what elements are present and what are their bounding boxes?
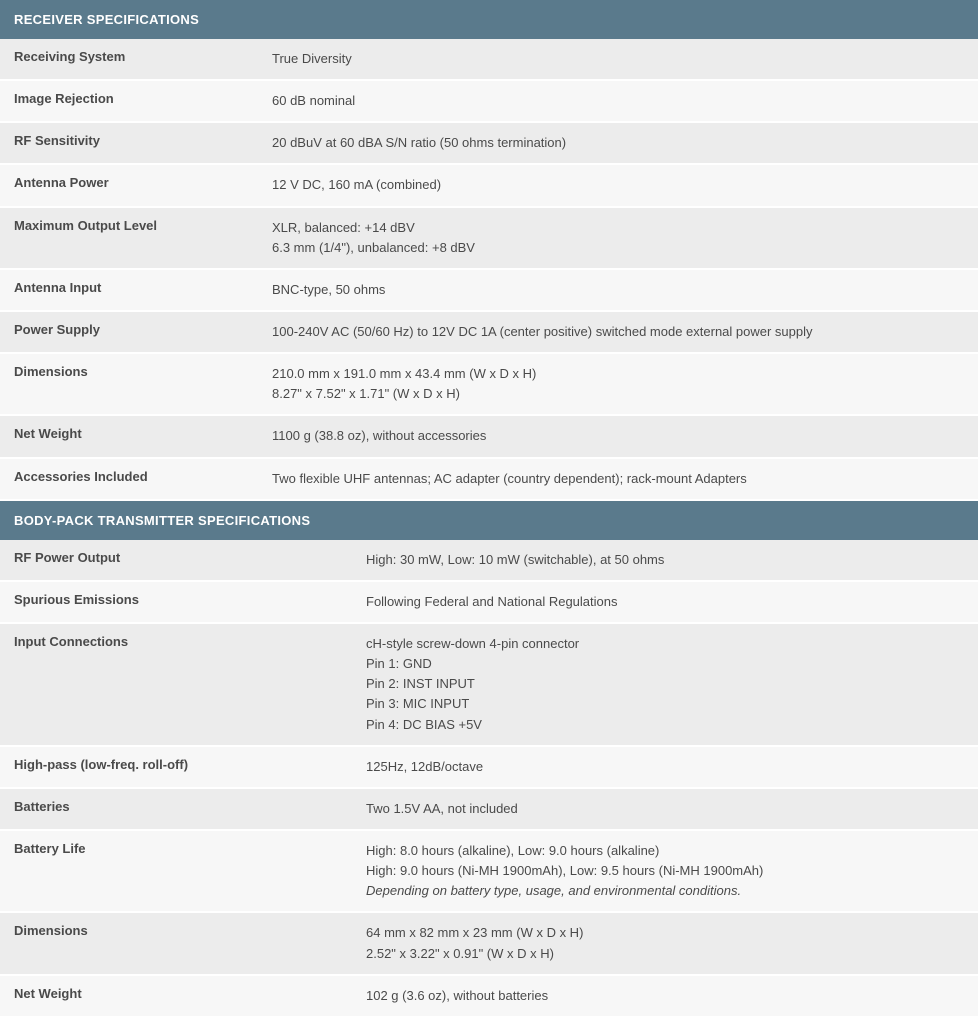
spec-label: Antenna Input [0, 270, 258, 310]
table-row: Image Rejection 60 dB nominal [0, 81, 978, 123]
spec-value-line: High: 9.0 hours (Ni-MH 1900mAh), Low: 9.… [366, 861, 964, 881]
spec-label: Accessories Included [0, 459, 258, 499]
spec-value-line: XLR, balanced: +14 dBV [272, 218, 964, 238]
spec-value: 20 dBuV at 60 dBA S/N ratio (50 ohms ter… [258, 123, 978, 163]
spec-value: 64 mm x 82 mm x 23 mm (W x D x H) 2.52" … [352, 913, 978, 973]
table-row: Battery Life High: 8.0 hours (alkaline),… [0, 831, 978, 913]
table-row: RF Sensitivity 20 dBuV at 60 dBA S/N rat… [0, 123, 978, 165]
spec-value: 12 V DC, 160 mA (combined) [258, 165, 978, 205]
table-row: Dimensions 210.0 mm x 191.0 mm x 43.4 mm… [0, 354, 978, 416]
spec-label: High-pass (low-freq. roll-off) [0, 747, 352, 787]
specifications-table: RECEIVER SPECIFICATIONS Receiving System… [0, 0, 978, 1018]
table-row: Antenna Power 12 V DC, 160 mA (combined) [0, 165, 978, 207]
spec-value-line: Pin 1: GND [366, 654, 964, 674]
spec-value-note: Depending on battery type, usage, and en… [366, 881, 964, 901]
table-row: Net Weight 1100 g (38.8 oz), without acc… [0, 416, 978, 458]
spec-value: 1100 g (38.8 oz), without accessories [258, 416, 978, 456]
spec-value: XLR, balanced: +14 dBV 6.3 mm (1/4"), un… [258, 208, 978, 268]
table-row: Accessories Included Two flexible UHF an… [0, 459, 978, 501]
spec-value: High: 30 mW, Low: 10 mW (switchable), at… [352, 540, 978, 580]
table-row: RF Power Output High: 30 mW, Low: 10 mW … [0, 540, 978, 582]
table-row: Dimensions 64 mm x 82 mm x 23 mm (W x D … [0, 913, 978, 975]
spec-label: RF Sensitivity [0, 123, 258, 163]
spec-value-line: Pin 3: MIC INPUT [366, 694, 964, 714]
spec-value-line: Pin 4: DC BIAS +5V [366, 715, 964, 735]
spec-label: Maximum Output Level [0, 208, 258, 268]
spec-label: Batteries [0, 789, 352, 829]
spec-value-line: 64 mm x 82 mm x 23 mm (W x D x H) [366, 923, 964, 943]
spec-label: Battery Life [0, 831, 352, 911]
section-header-bodypack: BODY-PACK TRANSMITTER SPECIFICATIONS [0, 501, 978, 540]
spec-label: Input Connections [0, 624, 352, 745]
spec-value: 100-240V AC (50/60 Hz) to 12V DC 1A (cen… [258, 312, 978, 352]
spec-value: BNC-type, 50 ohms [258, 270, 978, 310]
spec-value: True Diversity [258, 39, 978, 79]
spec-label: Antenna Power [0, 165, 258, 205]
spec-value-line: 210.0 mm x 191.0 mm x 43.4 mm (W x D x H… [272, 364, 964, 384]
table-row: High-pass (low-freq. roll-off) 125Hz, 12… [0, 747, 978, 789]
spec-value: High: 8.0 hours (alkaline), Low: 9.0 hou… [352, 831, 978, 911]
spec-label: Spurious Emissions [0, 582, 352, 622]
spec-value: 125Hz, 12dB/octave [352, 747, 978, 787]
table-row: Receiving System True Diversity [0, 39, 978, 81]
bodypack-section: RF Power Output High: 30 mW, Low: 10 mW … [0, 540, 978, 1018]
spec-label: Net Weight [0, 976, 352, 1016]
spec-value: 210.0 mm x 191.0 mm x 43.4 mm (W x D x H… [258, 354, 978, 414]
spec-label: Net Weight [0, 416, 258, 456]
spec-value-line: cH-style screw-down 4-pin connector [366, 634, 964, 654]
spec-value: Following Federal and National Regulatio… [352, 582, 978, 622]
spec-value: Two flexible UHF antennas; AC adapter (c… [258, 459, 978, 499]
spec-value: 102 g (3.6 oz), without batteries [352, 976, 978, 1016]
table-row: Spurious Emissions Following Federal and… [0, 582, 978, 624]
spec-value-line: 8.27" x 7.52" x 1.71" (W x D x H) [272, 384, 964, 404]
table-row: Batteries Two 1.5V AA, not included [0, 789, 978, 831]
spec-label: Power Supply [0, 312, 258, 352]
spec-label: Receiving System [0, 39, 258, 79]
spec-label: Dimensions [0, 354, 258, 414]
spec-label: RF Power Output [0, 540, 352, 580]
spec-value: cH-style screw-down 4-pin connector Pin … [352, 624, 978, 745]
spec-label: Dimensions [0, 913, 352, 973]
spec-label: Image Rejection [0, 81, 258, 121]
spec-value-line: 6.3 mm (1/4"), unbalanced: +8 dBV [272, 238, 964, 258]
table-row: Antenna Input BNC-type, 50 ohms [0, 270, 978, 312]
spec-value: 60 dB nominal [258, 81, 978, 121]
table-row: Net Weight 102 g (3.6 oz), without batte… [0, 976, 978, 1018]
spec-value-line: 2.52" x 3.22" x 0.91" (W x D x H) [366, 944, 964, 964]
table-row: Input Connections cH-style screw-down 4-… [0, 624, 978, 747]
receiver-section: Receiving System True Diversity Image Re… [0, 39, 978, 501]
spec-value: Two 1.5V AA, not included [352, 789, 978, 829]
section-header-receiver: RECEIVER SPECIFICATIONS [0, 0, 978, 39]
spec-value-line: High: 8.0 hours (alkaline), Low: 9.0 hou… [366, 841, 964, 861]
table-row: Maximum Output Level XLR, balanced: +14 … [0, 208, 978, 270]
table-row: Power Supply 100-240V AC (50/60 Hz) to 1… [0, 312, 978, 354]
spec-value-line: Pin 2: INST INPUT [366, 674, 964, 694]
